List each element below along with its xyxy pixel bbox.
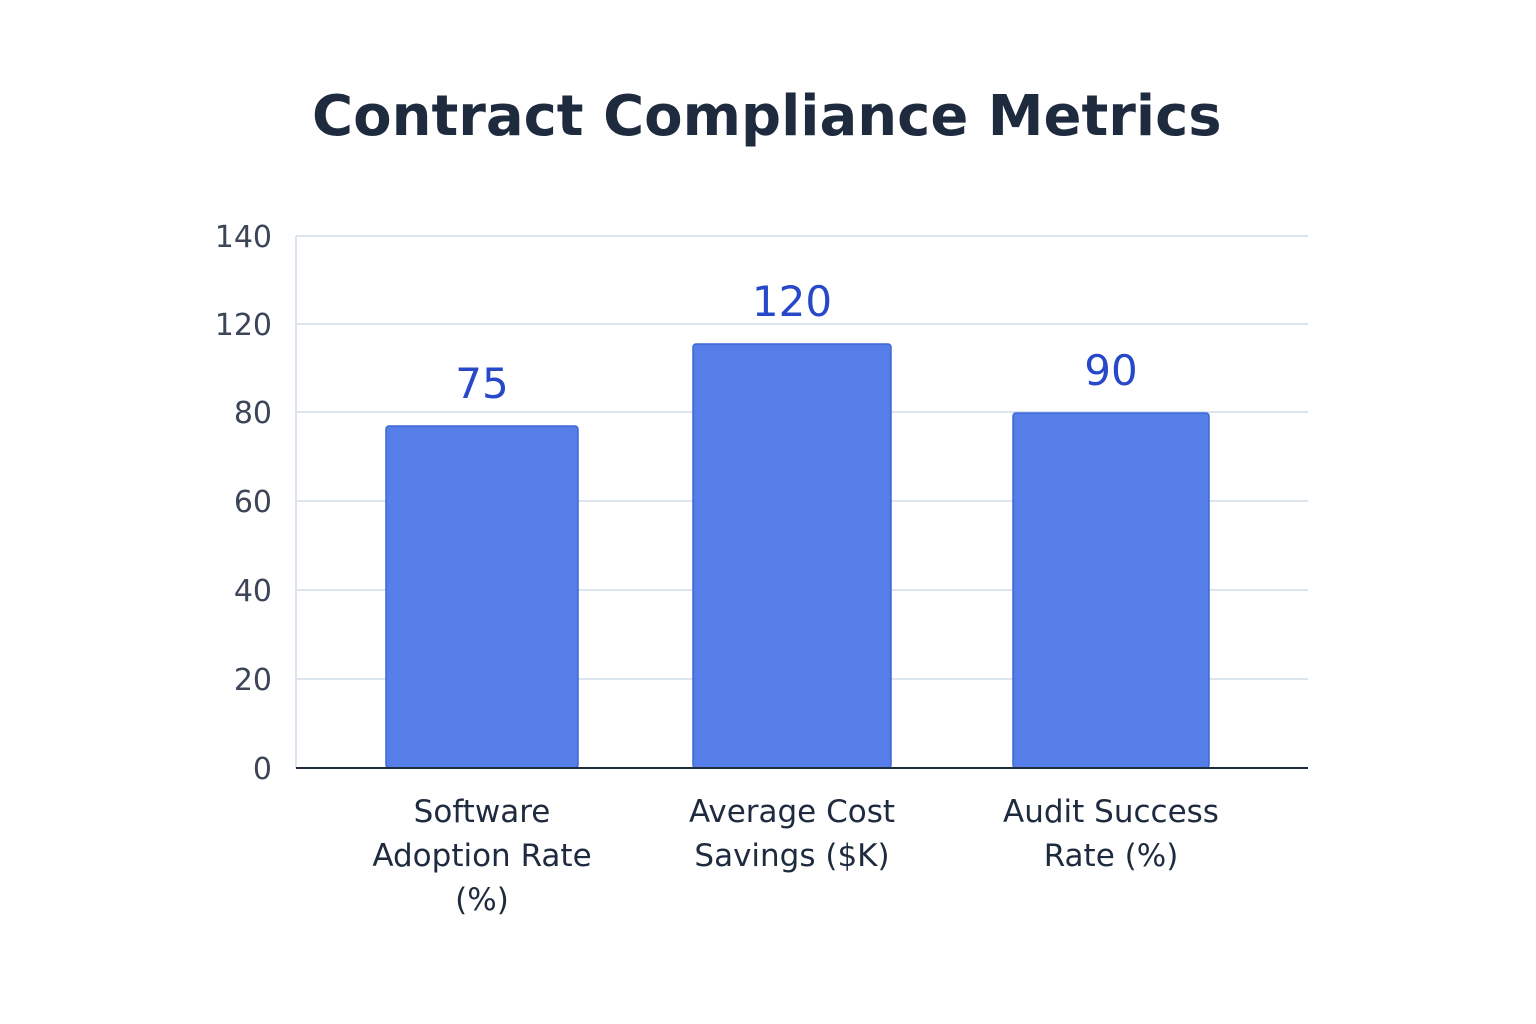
bar [1012, 412, 1210, 769]
bars [385, 343, 1210, 769]
x-category-label: Audit Success Rate (%) [1003, 794, 1219, 874]
bar-value-label: 120 [752, 277, 832, 326]
y-tick-label: 0 [253, 752, 272, 787]
chart-title: Contract Compliance Metrics [312, 84, 1222, 149]
y-tick-label: 80 [234, 396, 272, 431]
axes [295, 236, 1308, 769]
y-tick-label: 60 [234, 485, 272, 520]
y-tick-label: 40 [234, 574, 272, 609]
x-category-label: Average Cost Savings ($K) [689, 794, 895, 874]
labels: 0 20 40 60 80 120 140 75 120 90 Software Adoption R… [215, 220, 1219, 918]
bar [692, 343, 892, 769]
y-tick-label: 140 [215, 220, 272, 255]
x-category-label: Software Adoption Rate (%) [372, 794, 591, 918]
bar [385, 425, 579, 769]
bar-value-label: 75 [455, 359, 508, 408]
y-tick-label: 120 [215, 308, 272, 343]
y-tick-label: 20 [234, 663, 272, 698]
bar-value-label: 90 [1084, 346, 1137, 395]
